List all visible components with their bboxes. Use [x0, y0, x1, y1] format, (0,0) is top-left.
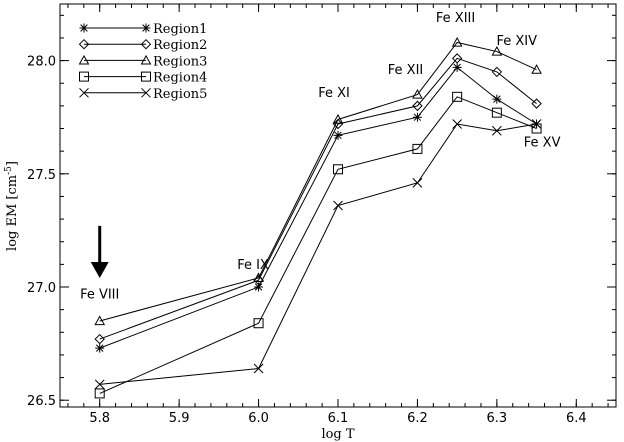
ion-label: Fe XV — [524, 136, 561, 151]
legend-label: Region2 — [153, 38, 207, 53]
x-axis-label: log T — [321, 427, 354, 442]
data-point — [333, 200, 343, 211]
data-point — [531, 64, 542, 74]
y-tick-label: 28.0 — [27, 55, 56, 70]
data-point — [79, 87, 89, 98]
data-point — [452, 91, 463, 102]
ion-label: Fe VIII — [80, 287, 119, 302]
data-point — [451, 53, 463, 64]
series-line — [99, 57, 537, 340]
data-point — [141, 87, 151, 98]
data-point — [141, 23, 151, 33]
legend-label: Region4 — [153, 71, 207, 86]
data-point — [492, 125, 502, 136]
data-point — [78, 54, 90, 65]
data-point — [531, 119, 542, 129]
series-layer — [94, 36, 542, 399]
data-point — [452, 119, 462, 129]
arrow-head — [90, 261, 109, 278]
data-point — [94, 333, 105, 345]
x-tick-label: 6.2 — [407, 411, 428, 426]
x-tick-label: 6.4 — [566, 411, 587, 426]
data-point — [254, 282, 264, 292]
data-point — [412, 143, 423, 154]
data-point — [332, 113, 344, 124]
data-point — [253, 363, 264, 374]
data-point — [140, 38, 152, 50]
data-point — [141, 71, 151, 82]
y-tick-label: 27.5 — [27, 168, 56, 183]
data-point — [412, 100, 423, 112]
ion-label: Fe XIV — [496, 34, 537, 49]
data-point — [412, 89, 423, 99]
ion-label: Fe XI — [318, 86, 350, 101]
data-point — [140, 54, 152, 65]
data-point — [79, 23, 89, 33]
ion-label: Fe IX — [237, 258, 269, 273]
y-axis-label: log EM [cm-5] — [4, 161, 20, 251]
data-point — [253, 272, 264, 283]
legend-label: Region1 — [153, 22, 207, 37]
data-point — [531, 98, 542, 109]
data-point — [451, 36, 463, 47]
data-point — [333, 130, 343, 140]
series-region5 — [94, 119, 542, 390]
legend-entry: Region1 — [79, 22, 207, 37]
legend-label: Region5 — [153, 87, 207, 102]
x-tick-label: 6.0 — [248, 411, 269, 426]
series-line — [99, 96, 537, 394]
legend-entry: Region4 — [79, 71, 207, 86]
data-point — [412, 178, 423, 188]
x-axis: 5.8 5.9 6.0 6.1 6.2 6.3 6.4 — [67, 4, 609, 426]
series-line — [99, 41, 537, 322]
data-point — [253, 318, 264, 329]
y-tick-label: 26.5 — [27, 394, 56, 409]
data-point — [492, 94, 502, 104]
series-region4 — [94, 91, 542, 399]
data-point — [333, 164, 343, 175]
legend-label: Region3 — [153, 54, 207, 69]
x-tick-label: 5.8 — [89, 411, 110, 426]
data-point — [491, 46, 503, 56]
data-point — [452, 62, 462, 72]
data-point — [491, 66, 503, 78]
legend-entry: Region2 — [78, 38, 207, 53]
series-region3 — [94, 36, 542, 326]
annotation-layer: Fe VIII Fe IX Fe XI Fe XII Fe XIII Fe XIV Fe X… — [80, 11, 561, 302]
data-point — [79, 71, 89, 82]
data-point — [332, 118, 344, 130]
y-tick-label: 27.0 — [27, 281, 56, 296]
data-point — [78, 38, 90, 50]
legend-entry: Region5 — [79, 87, 207, 102]
data-point — [94, 379, 105, 390]
y-axis: 26.5 27.0 27.5 28.0 — [27, 14, 616, 409]
legend-entry: Region3 — [78, 54, 207, 69]
data-point — [95, 343, 105, 353]
x-tick-label: 5.9 — [169, 411, 190, 426]
data-point — [94, 315, 106, 326]
data-point — [412, 112, 422, 122]
ion-label: Fe XII — [388, 63, 423, 78]
x-tick-label: 6.3 — [487, 411, 508, 426]
data-point — [491, 107, 502, 118]
data-point — [94, 388, 105, 399]
ion-label: Fe XIII — [436, 11, 475, 26]
x-tick-label: 6.1 — [328, 411, 349, 426]
